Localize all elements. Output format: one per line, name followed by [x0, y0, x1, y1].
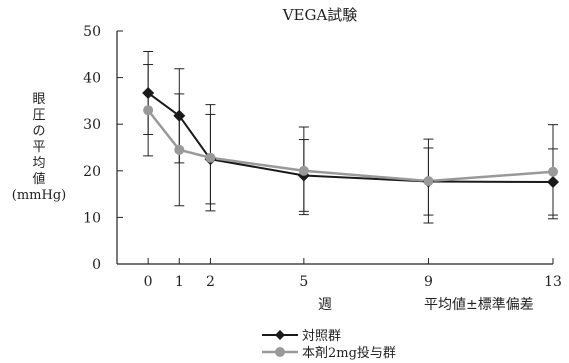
y-axis-label-char: 圧: [32, 108, 46, 123]
x-tick-label: 5: [299, 274, 308, 290]
data-point-control: [547, 175, 559, 188]
y-tick-label: 30: [83, 117, 101, 133]
y-tick-label: 10: [83, 210, 101, 226]
data-point-drug: [205, 152, 216, 163]
chart-title: VEGA試験: [282, 6, 358, 24]
legend-label-drug: 本剤2mg投与群: [302, 346, 396, 361]
x-tick-label: 13: [544, 274, 562, 290]
y-axis-label: 眼圧の平均値 (mmHg): [4, 92, 74, 204]
y-axis-label-char: 均: [32, 156, 46, 171]
y-axis-label-char: 値: [32, 172, 46, 187]
legend-swatch-diamond-icon: [262, 329, 298, 340]
data-point-drug: [298, 165, 309, 176]
y-axis-label-char: 平: [32, 140, 46, 155]
data-point-drug: [423, 176, 434, 187]
y-tick-label: 20: [83, 164, 101, 180]
data-point-drug: [174, 144, 185, 155]
y-axis-label-char: の: [32, 124, 46, 139]
y-tick-label: 50: [83, 24, 101, 40]
error-bar-note: 平均値±標準偏差: [424, 297, 534, 313]
legend-item-control: 対照群: [262, 326, 396, 344]
y-tick-label: 40: [83, 71, 101, 87]
y-axis-label-char: 眼: [32, 92, 46, 107]
x-tick-label: 1: [175, 274, 184, 290]
series-line-control: [147, 92, 554, 183]
data-point-control: [173, 109, 186, 122]
x-tick-label: 9: [424, 274, 433, 290]
y-axis-label-unit: (mmHg): [11, 188, 67, 203]
legend-label-control: 対照群: [302, 329, 342, 344]
x-tick-label: 2: [206, 274, 215, 290]
data-point-drug: [548, 166, 558, 177]
y-tick-label: 0: [92, 257, 101, 273]
legend: 対照群 本剤2mg投与群: [262, 326, 396, 361]
series-line-drug: [147, 109, 554, 183]
legend-swatch-circle-icon: [262, 346, 298, 357]
data-point-drug: [143, 105, 154, 116]
data-point-control: [142, 86, 155, 99]
x-tick-label: 0: [144, 274, 153, 290]
x-axis-label: 週: [318, 297, 332, 313]
legend-item-drug: 本剤2mg投与群: [262, 343, 396, 361]
